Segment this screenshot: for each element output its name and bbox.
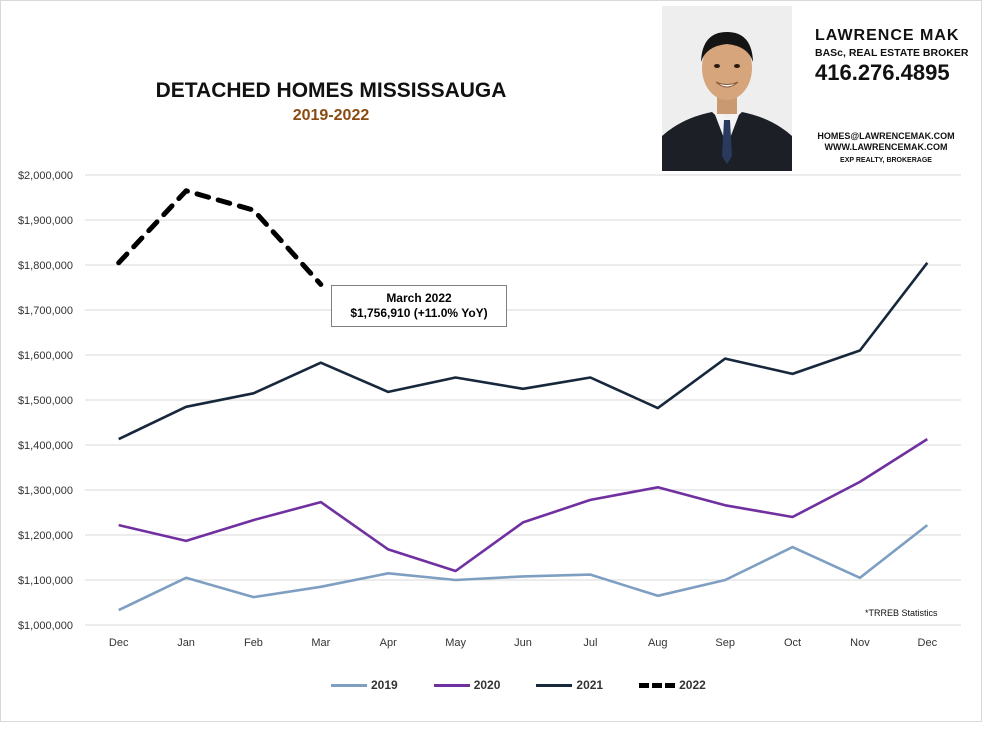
y-tick-label: $1,700,000 [18,305,73,317]
x-tick-label: Dec [109,637,129,649]
series-line-2020 [118,438,928,573]
legend-item-2021: 2021 [536,678,603,692]
x-tick-label: Jul [583,637,597,649]
chart-legend: 2019 2020 2021 2022 [331,675,742,695]
legend-swatch [639,682,676,688]
callout-line-1: March 2022 [386,291,452,305]
legend-item-2019: 2019 [331,678,398,692]
legend-swatch [433,683,470,687]
series-line-2021 [118,262,929,441]
legend-swatch [331,683,367,687]
y-tick-label: $1,200,000 [18,530,73,542]
series-line-2022 [116,188,324,287]
chart-subtitle: 2019-2022 [292,107,370,124]
x-tick-label: Nov [850,637,870,649]
legend-label: 2020 [473,678,501,692]
agent-phone: 416.276.4895 [815,60,950,85]
legend-label: 2022 [679,678,706,692]
x-tick-label: Dec [918,637,938,649]
x-tick-label: Sep [715,637,735,649]
chart-frame: DETACHED HOMES MISSISSAUGA 2019-2022 LAW… [0,0,982,722]
callout-line-2: $1,756,910 (+11.0% YoY) [350,306,488,320]
agent-website: WWW.LAWRENCEMAK.COM [824,142,948,152]
y-tick-label: $1,000,000 [18,620,73,632]
line-chart-plot: $1,000,000 $1,100,000 $1,200,000 $1,300,000… [18,170,961,649]
legend-item-2022: 2022 [639,678,706,692]
agent-email: HOMES@LAWRENCEMAK.COM [817,131,955,141]
x-tick-label: Oct [784,637,801,649]
legend-swatch [536,683,573,687]
x-axis-ticks: Dec Jan Feb Mar Apr May Jun Jul Aug Sep Oct Nov Dec [109,637,938,649]
gridlines [85,174,961,626]
legend-label: 2021 [576,678,604,692]
agent-name: LAWRENCE MAK [815,27,960,44]
y-tick-label: $2,000,000 [18,170,73,182]
x-tick-label: Feb [244,637,263,649]
x-tick-label: Jan [177,637,195,649]
y-tick-label: $1,100,000 [18,575,73,587]
agent-photo [662,6,792,171]
y-tick-label: $1,800,000 [18,260,73,272]
agent-brokerage: EXP REALTY, BROKERAGE [840,157,932,164]
x-tick-label: Aug [648,637,668,649]
x-tick-label: Apr [380,637,397,649]
series-line-2019 [118,524,929,612]
y-tick-label: $1,900,000 [18,215,73,227]
march-2022-callout: March 2022 $1,756,910 (+11.0% YoY) [331,285,507,327]
series-lines [116,188,929,612]
agent-portrait-image [662,6,792,171]
source-note: *TRREB Statistics [865,608,938,618]
y-tick-label: $1,400,000 [18,440,73,452]
agent-credentials: BASc, REAL ESTATE BROKER [815,47,969,59]
x-tick-label: Jun [514,637,532,649]
x-tick-label: May [445,637,466,649]
y-tick-label: $1,300,000 [18,485,73,497]
y-tick-label: $1,600,000 [18,350,73,362]
y-axis-ticks: $1,000,000 $1,100,000 $1,200,000 $1,300,000… [18,170,73,632]
y-tick-label: $1,500,000 [18,395,73,407]
legend-item-2020: 2020 [433,678,501,692]
x-tick-label: Mar [311,637,330,649]
legend-label: 2019 [371,678,398,692]
chart-title: DETACHED HOMES MISSISSAUGA [155,79,507,102]
